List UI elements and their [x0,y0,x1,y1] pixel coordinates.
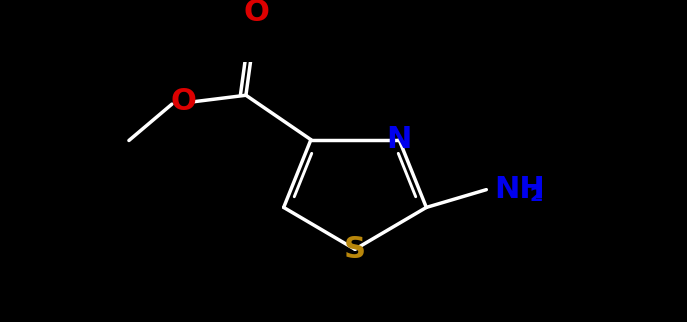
Text: O: O [244,0,270,27]
Text: NH: NH [495,175,545,204]
Text: 2: 2 [529,186,543,205]
Text: O: O [171,87,197,116]
Text: N: N [386,125,412,154]
Text: S: S [344,235,366,264]
